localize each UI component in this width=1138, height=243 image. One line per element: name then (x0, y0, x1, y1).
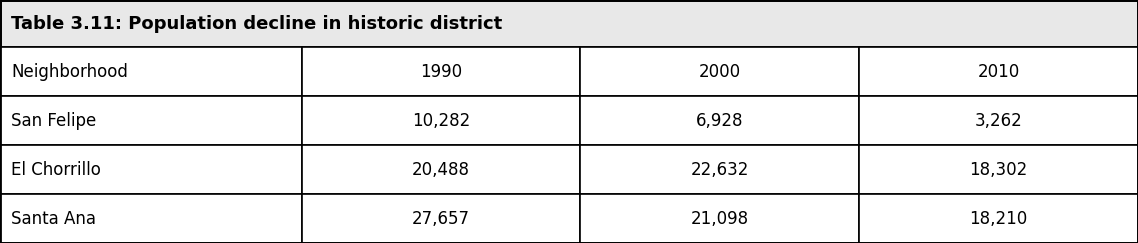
Bar (0, 96, 302, 145)
Text: Neighborhood: Neighborhood (11, 63, 129, 81)
Text: 2010: 2010 (978, 63, 1020, 81)
Text: 20,488: 20,488 (412, 161, 470, 179)
Text: Table 3.11: Population decline in historic district: Table 3.11: Population decline in histor… (11, 15, 503, 33)
Bar (0, 145, 302, 194)
Bar (302, 96, 580, 145)
Bar (302, 47, 580, 96)
Text: 10,282: 10,282 (412, 112, 470, 130)
Bar (302, 194, 580, 243)
Bar (302, 145, 580, 194)
Text: 1990: 1990 (420, 63, 462, 81)
Text: San Felipe: San Felipe (11, 112, 97, 130)
Bar (580, 96, 859, 145)
Text: 18,302: 18,302 (970, 161, 1028, 179)
Bar (859, 96, 1138, 145)
Bar (580, 145, 859, 194)
Bar (0, 194, 302, 243)
Bar (859, 47, 1138, 96)
Text: 6,928: 6,928 (696, 112, 743, 130)
Text: 18,210: 18,210 (970, 209, 1028, 227)
Bar (859, 194, 1138, 243)
Text: 2000: 2000 (699, 63, 741, 81)
Bar (580, 194, 859, 243)
Text: Santa Ana: Santa Ana (11, 209, 97, 227)
Bar (859, 145, 1138, 194)
Text: 22,632: 22,632 (691, 161, 749, 179)
Text: 3,262: 3,262 (975, 112, 1022, 130)
Bar (0, 47, 302, 96)
Bar (580, 47, 859, 96)
Text: 21,098: 21,098 (691, 209, 749, 227)
Bar (0, 0, 1138, 47)
Text: El Chorrillo: El Chorrillo (11, 161, 101, 179)
Text: 27,657: 27,657 (412, 209, 470, 227)
